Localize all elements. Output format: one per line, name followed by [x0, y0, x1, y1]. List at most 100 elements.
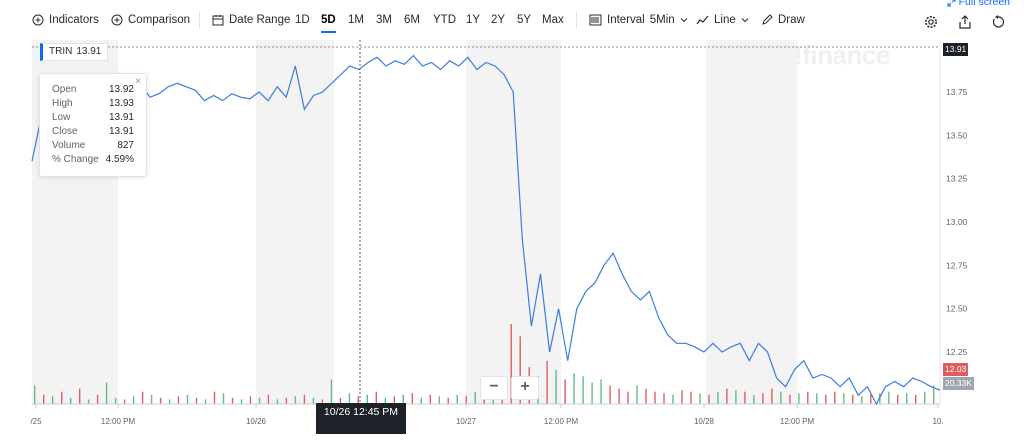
gear-icon[interactable] — [923, 14, 939, 30]
comparison-button[interactable]: Comparison — [111, 12, 190, 28]
volume-bar — [447, 397, 449, 404]
volume-bar — [636, 385, 638, 404]
volume-bar — [330, 379, 333, 404]
volume-bar — [897, 394, 899, 404]
x-tick-label: 12:00 PM — [780, 417, 815, 426]
volume-bar — [321, 399, 324, 404]
x-axis: /25 12:00 PM 10/26 12:00 PM 10/27 12:00 PM 10/… — [30, 403, 944, 426]
close-icon[interactable]: × — [135, 76, 141, 87]
volume-bar — [564, 379, 566, 404]
symbol-price-box: TRIN 13.91 — [40, 43, 109, 61]
x-tick-label: 10/28 — [694, 417, 715, 426]
symbol-label: TRIN — [49, 46, 73, 57]
volume-bar — [852, 394, 854, 404]
volume-bar — [798, 393, 800, 404]
tooltip-row-change: % Change 4.59% — [52, 154, 134, 165]
volume-bar — [663, 393, 665, 404]
volume-bar — [213, 391, 216, 404]
volume-bar — [600, 379, 602, 404]
last-price-tag: 12.03 — [943, 363, 969, 376]
date-range-button[interactable]: Date Range — [212, 12, 290, 28]
volume-bar — [780, 391, 782, 404]
volume-bar — [52, 396, 54, 404]
volume-bar — [807, 391, 809, 404]
range-1m[interactable]: 1M — [348, 14, 364, 26]
calendar-icon — [212, 15, 224, 26]
zoom-in-button[interactable]: + — [511, 376, 539, 400]
volume-bar — [744, 391, 746, 404]
zoom-out-button[interactable]: − — [480, 376, 508, 400]
volume-bar — [150, 394, 153, 404]
interval-button[interactable]: Interval 5Min — [589, 12, 688, 28]
range-1d[interactable]: 1D — [295, 14, 310, 26]
volume-bar — [384, 397, 386, 404]
draw-label: Draw — [778, 14, 805, 26]
symbol-price: 13.91 — [76, 46, 102, 57]
volume-bar — [141, 391, 144, 404]
volume-bar — [249, 396, 252, 404]
range-3m[interactable]: 3M — [376, 14, 392, 26]
x-tick-label: 10/27 — [456, 417, 477, 426]
range-max[interactable]: Max — [542, 14, 564, 26]
volume-bar — [411, 393, 413, 404]
y-tick-label: 13.50 — [946, 130, 968, 140]
volume-bar — [762, 393, 764, 404]
range-5y[interactable]: 5Y — [517, 14, 532, 26]
x-tick-label: /25 — [30, 417, 42, 426]
x-tick-label: 10/26 — [246, 417, 267, 426]
volume-bar — [276, 399, 279, 404]
volume-bar — [654, 391, 656, 404]
pencil-icon — [762, 14, 773, 25]
toolbar-divider — [199, 12, 200, 28]
volume-bar — [843, 393, 845, 404]
volume-bar — [70, 397, 72, 404]
volume-bar — [375, 391, 377, 404]
toolbar-divider — [576, 12, 577, 28]
chart-type-button[interactable]: Line — [696, 12, 749, 28]
volume-bar — [114, 397, 117, 404]
fullscreen-button[interactable]: Full screen — [947, 0, 1010, 8]
chart-toolbar: Indicators Comparison Date Range 1D 5D 1… — [0, 0, 1024, 40]
volume-bar — [708, 394, 710, 404]
volume-bar — [61, 391, 63, 404]
indicators-button[interactable]: Indicators — [32, 12, 99, 28]
x-tick-label: 12:00 PM — [101, 417, 136, 426]
range-5d[interactable]: 5D — [321, 14, 336, 33]
fullscreen-label: Full screen — [958, 0, 1010, 8]
volume-bar — [258, 397, 261, 404]
y-tick-label: 12.75 — [946, 260, 968, 270]
volume-bar — [492, 397, 494, 404]
chevron-down-icon — [741, 18, 749, 23]
range-1y[interactable]: 1Y — [466, 14, 481, 26]
range-6m[interactable]: 6M — [404, 14, 420, 26]
tooltip-row-close: Close 13.91 — [52, 126, 134, 137]
draw-button[interactable]: Draw — [761, 12, 805, 28]
volume-bar — [924, 391, 926, 404]
volume-bar — [438, 396, 440, 404]
volume-bar — [672, 394, 674, 404]
volume-bar — [267, 394, 270, 404]
volume-bar — [699, 393, 701, 404]
share-icon[interactable] — [957, 14, 973, 30]
reset-icon[interactable] — [990, 14, 1006, 30]
volume-bar — [753, 394, 755, 404]
volume-bar — [240, 399, 243, 404]
volume-bar — [96, 394, 99, 404]
tooltip-row-volume: Volume 827 — [52, 140, 134, 151]
y-tick-label: 12.25 — [946, 347, 968, 357]
volume-bar — [834, 391, 836, 404]
volume-bar — [825, 394, 827, 404]
tooltip-row-open: Open 13.92 — [52, 84, 134, 95]
range-2y[interactable]: 2Y — [491, 14, 506, 26]
x-tick-label: 10. — [932, 417, 943, 426]
volume-bar — [87, 399, 90, 404]
volume-bar — [771, 388, 773, 404]
last-volume-tag: 20.33K — [943, 377, 974, 390]
volume-bar — [420, 397, 422, 404]
volume-bar — [429, 394, 431, 404]
volume-bar — [726, 388, 728, 404]
range-ytd[interactable]: YTD — [433, 14, 456, 26]
volume-bar — [357, 396, 359, 404]
y-tick-label: 13.75 — [946, 87, 968, 97]
volume-bar — [204, 399, 207, 404]
